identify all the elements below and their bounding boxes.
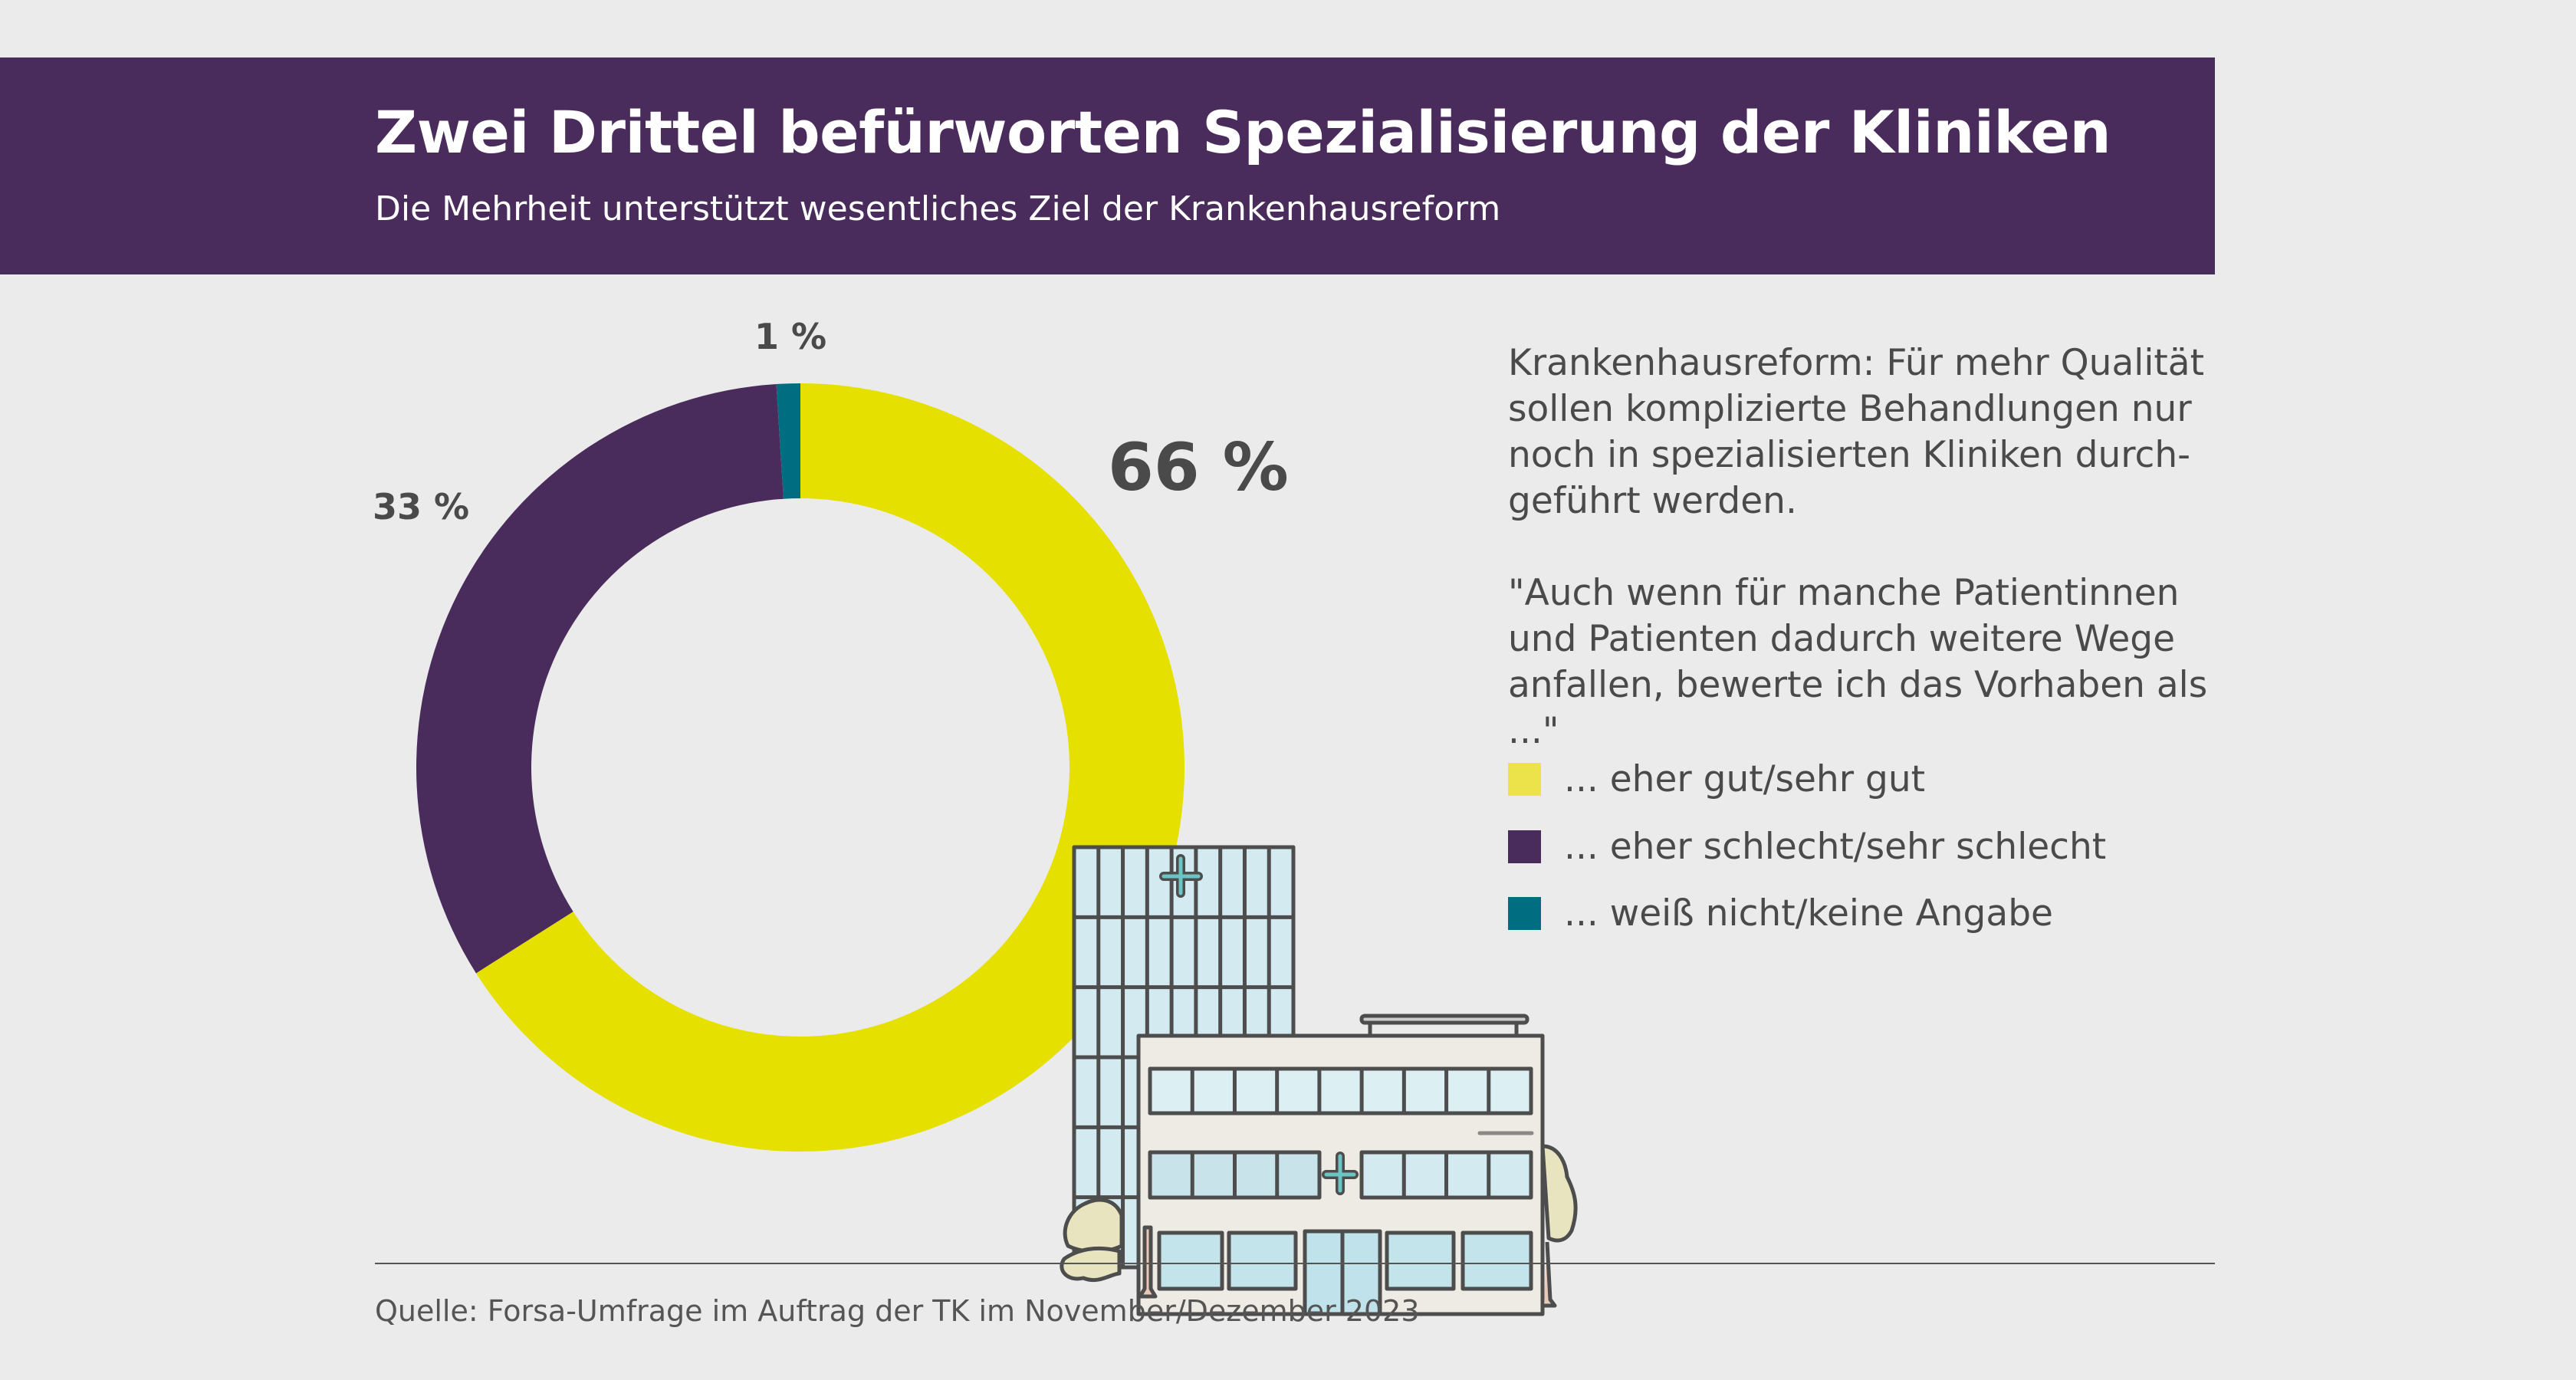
footer-divider — [375, 1263, 2215, 1264]
window — [1227, 1230, 1298, 1291]
window-divider — [1190, 1069, 1491, 1113]
source-note: Quelle: Forsa-Umfrage im Auftrag der TK … — [375, 1294, 1420, 1328]
data-label-no: 33 % — [373, 486, 470, 527]
description-intro: Krankenhausreform: Für mehr Qualität sol… — [1508, 340, 2244, 524]
window — [1385, 1230, 1456, 1291]
donut-chart — [416, 383, 1184, 1152]
window — [1157, 1230, 1224, 1291]
window — [1148, 1066, 1533, 1116]
data-label-yes: 66 % — [1108, 429, 1289, 506]
legend-swatch — [1508, 762, 1541, 796]
donut-slice-unknown — [776, 383, 800, 499]
legend-label: ... weiß nicht/keine Angabe — [1564, 892, 2053, 935]
window-divider — [1401, 1152, 1491, 1198]
page-title: Zwei Drittel befürworten Spezialisierung… — [375, 98, 2111, 166]
donut-slice-no — [416, 383, 784, 974]
page-subtitle: Die Mehrheit unterstützt wesentliches Zi… — [375, 189, 1501, 228]
legend-item-yes: ... eher gut/sehr gut — [1508, 757, 1926, 800]
text-line: Krankenhausreform: Für mehr Qualität — [1508, 342, 2205, 384]
window — [1460, 1230, 1533, 1291]
legend-label: ... eher gut/sehr gut — [1564, 757, 1926, 800]
legend-swatch — [1508, 896, 1541, 930]
hospital-building-icon — [1060, 845, 1578, 1316]
header-band — [0, 58, 2215, 274]
text-line: und Patienten dadurch weitere Wege — [1508, 618, 2176, 660]
donut-slice-yes — [475, 383, 1184, 1152]
text-line: geführt werden. — [1508, 480, 1797, 522]
text-line: anfallen, bewerte ich das Vorhaben als .… — [1508, 664, 2208, 752]
text-line: "Auch wenn für manche Patientinnen — [1508, 572, 2180, 614]
legend-item-unknown: ... weiß nicht/keine Angabe — [1508, 892, 2053, 935]
legend-swatch — [1508, 830, 1541, 863]
data-label-unknown: 1 % — [754, 316, 827, 357]
window-divider — [1190, 1152, 1280, 1198]
text-line: sollen komplizierte Behandlungen nur — [1508, 388, 2192, 430]
legend-label: ... eher schlecht/sehr schlecht — [1564, 825, 2107, 868]
description-question: "Auch wenn für manche Patientinnen und P… — [1508, 570, 2244, 754]
legend-item-no: ... eher schlecht/sehr schlecht — [1508, 825, 2107, 868]
text-line: noch in spezialisierten Kliniken durch- — [1508, 434, 2191, 476]
